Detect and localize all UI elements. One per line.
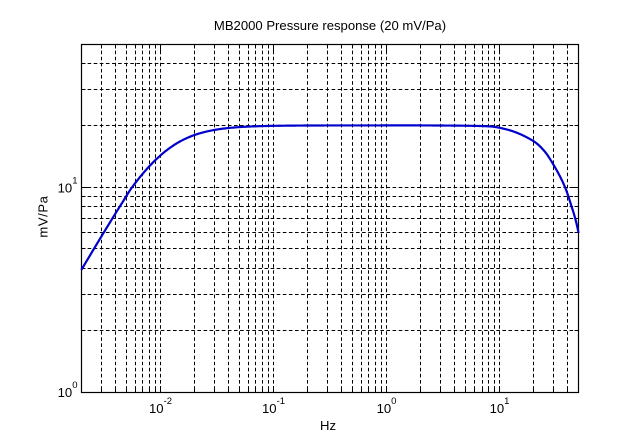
svg-text:10-2: 10-2	[149, 396, 172, 416]
svg-text:mV/Pa: mV/Pa	[35, 195, 50, 237]
svg-text:100: 100	[377, 396, 397, 416]
svg-text:MB2000 Pressure response (20 m: MB2000 Pressure response (20 mV/Pa)	[214, 18, 446, 33]
svg-text:10-1: 10-1	[262, 396, 285, 416]
svg-text:100: 100	[58, 380, 78, 400]
svg-text:101: 101	[490, 396, 510, 416]
svg-text:101: 101	[58, 176, 78, 196]
svg-text:Hz: Hz	[320, 418, 336, 433]
